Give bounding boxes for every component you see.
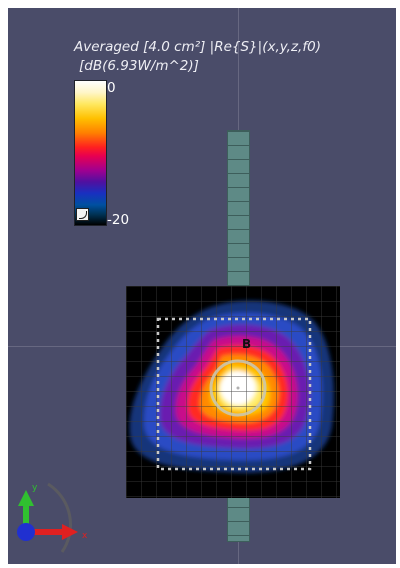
measurement-area-outline [156, 317, 312, 471]
y-axis-label: y [32, 483, 38, 493]
colorbar-min-label: -20 [107, 212, 130, 228]
colorbar-unit: [dB(6.93W/m^2)] [79, 58, 199, 74]
z-axis-dot [17, 523, 35, 541]
colormap-icon[interactable] [76, 208, 89, 221]
phantom-strip-bottom [227, 492, 250, 542]
marker-b-label: B [242, 337, 251, 351]
colorbar-title: Averaged [4.0 cm²] |Re{S}|(x,y,z,f0) [74, 39, 321, 55]
colorbar [74, 80, 107, 226]
3d-viewport[interactable]: Averaged [4.0 cm²] |Re{S}|(x,y,z,f0) [dB… [8, 8, 396, 564]
x-axis-label: x [82, 531, 88, 541]
peak-averaging-circle [209, 359, 267, 417]
peak-center-dot [236, 386, 240, 390]
x-axis-arrow-head [62, 524, 78, 540]
field-distribution-map[interactable]: B [126, 286, 340, 498]
colorbar-max-label: 0 [107, 80, 116, 96]
rotation-arc [47, 482, 73, 553]
map-grid [126, 286, 340, 498]
orientation-axes: y x [17, 482, 88, 553]
y-axis-arrow-head [18, 490, 34, 506]
phantom-strip-top [227, 130, 250, 288]
